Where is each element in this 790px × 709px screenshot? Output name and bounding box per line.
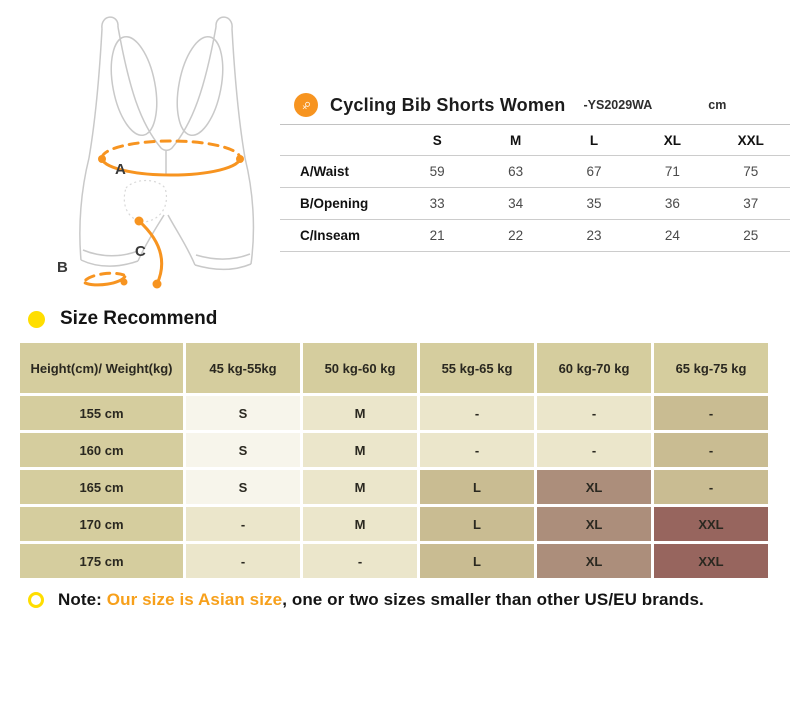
spec-value: 71 <box>664 164 680 179</box>
recommend-size-cell: XL <box>537 470 651 504</box>
label-c: C <box>135 243 146 260</box>
recommend-size-cell: - <box>420 433 534 467</box>
spec-size-header: L <box>589 132 599 148</box>
recommend-column-header: Height(cm)/ Weight(kg) <box>20 343 183 393</box>
spec-size-header: S <box>432 132 442 148</box>
recommend-column-header: 50 kg-60 kg <box>303 343 417 393</box>
recommend-size-cell: XXL <box>654 544 768 578</box>
product-title: Cycling Bib Shorts Women <box>330 94 566 115</box>
spec-value: 37 <box>743 196 759 211</box>
recommend-column-header: 65 kg-75 kg <box>654 343 768 393</box>
recommend-size-cell: - <box>186 544 300 578</box>
model-code: -YS2029WA <box>583 98 653 112</box>
recommend-column-header: 60 kg-70 kg <box>537 343 651 393</box>
spec-size-header: XXL <box>737 132 764 148</box>
spec-value: 33 <box>429 196 445 211</box>
recommend-height-cell: 165 cm <box>20 470 183 504</box>
recommend-size-cell: - <box>420 396 534 430</box>
spec-value: 21 <box>429 228 445 243</box>
spec-value: 23 <box>586 228 602 243</box>
recommend-size-cell: L <box>420 544 534 578</box>
spec-value: 25 <box>743 228 759 243</box>
recommend-size-cell: L <box>420 507 534 541</box>
spec-size-header: XL <box>663 132 682 148</box>
spec-value: 59 <box>429 164 445 179</box>
spec-row-label: A/Waist <box>300 164 350 179</box>
recommend-column-header: 55 kg-65 kg <box>420 343 534 393</box>
recommend-size-cell: XXL <box>654 507 768 541</box>
spec-row-label: C/Inseam <box>300 228 361 243</box>
spec-size-header-row: S M L XL XXL <box>280 124 790 156</box>
chamois-pad-outline <box>123 179 167 223</box>
recommend-size-cell: - <box>186 507 300 541</box>
spec-size-header: M <box>509 132 522 148</box>
yellow-ring-icon <box>28 592 44 608</box>
spec-value: 22 <box>508 228 524 243</box>
recommend-size-cell: - <box>537 433 651 467</box>
label-b: B <box>57 259 68 276</box>
recommend-size-cell: XL <box>537 544 651 578</box>
recommend-size-cell: L <box>420 470 534 504</box>
measure-b-opening: B <box>57 259 128 287</box>
spec-row-label: B/Opening <box>300 196 369 211</box>
recommend-column-header: 45 kg-55kg <box>186 343 300 393</box>
measure-c-inseam: C <box>134 216 164 289</box>
label-a: A <box>115 161 126 178</box>
spec-table-row: C/Inseam 21 22 23 24 25 <box>280 220 790 252</box>
spec-table: ♀ Cycling Bib Shorts Women -YS2029WA cm … <box>280 86 790 252</box>
measure-a-waist: A <box>98 139 244 178</box>
note-highlight: Our size is Asian size <box>106 590 283 609</box>
spec-value: 24 <box>664 228 680 243</box>
female-icon: ♀ <box>294 93 318 117</box>
spec-value: 67 <box>586 164 602 179</box>
recommend-size-cell: S <box>186 470 300 504</box>
garment-outline <box>79 16 255 271</box>
recommend-height-cell: 155 cm <box>20 396 183 430</box>
note-text: Note: Our size is Asian size, one or two… <box>58 590 704 610</box>
note: Note: Our size is Asian size, one or two… <box>28 590 704 610</box>
note-prefix: Note: <box>58 590 107 609</box>
recommend-size-cell: - <box>654 433 768 467</box>
spec-header: ♀ Cycling Bib Shorts Women -YS2029WA cm <box>280 86 790 124</box>
spec-grid: S M L XL XXL A/Waist 59 63 67 71 75 B/Opening 33 34 35… <box>280 124 790 252</box>
recommend-size-cell: S <box>186 433 300 467</box>
spec-value: 63 <box>508 164 524 179</box>
bib-shorts-figure: A B C <box>57 16 255 289</box>
spec-table-row: A/Waist 59 63 67 71 75 <box>280 156 790 188</box>
spec-value: 75 <box>743 164 759 179</box>
recommend-size-cell: - <box>654 470 768 504</box>
spec-value: 36 <box>664 196 680 211</box>
recommend-height-cell: 175 cm <box>20 544 183 578</box>
spec-table-row: B/Opening 33 34 35 36 37 <box>280 188 790 220</box>
size-recommend-title: Size Recommend <box>60 308 218 329</box>
recommend-size-cell: M <box>303 470 417 504</box>
recommend-height-cell: 160 cm <box>20 433 183 467</box>
unit-label: cm <box>708 98 727 112</box>
recommend-size-cell: M <box>303 507 417 541</box>
recommend-size-cell: XL <box>537 507 651 541</box>
recommend-size-cell: M <box>303 396 417 430</box>
spec-value: 34 <box>508 196 524 211</box>
recommend-height-cell: 170 cm <box>20 507 183 541</box>
recommend-size-cell: S <box>186 396 300 430</box>
note-rest: , one or two sizes smaller than other US… <box>282 590 704 609</box>
recommend-size-cell: - <box>654 396 768 430</box>
size-recommend-heading: Size Recommend <box>28 308 217 330</box>
yellow-dot-icon <box>28 310 45 328</box>
spec-value: 35 <box>586 196 602 211</box>
recommend-size-cell: - <box>303 544 417 578</box>
size-recommend-table: Height(cm)/ Weight(kg) 45 kg-55kg 50 kg-60… <box>20 343 768 578</box>
recommend-size-cell: - <box>537 396 651 430</box>
recommend-size-cell: M <box>303 433 417 467</box>
